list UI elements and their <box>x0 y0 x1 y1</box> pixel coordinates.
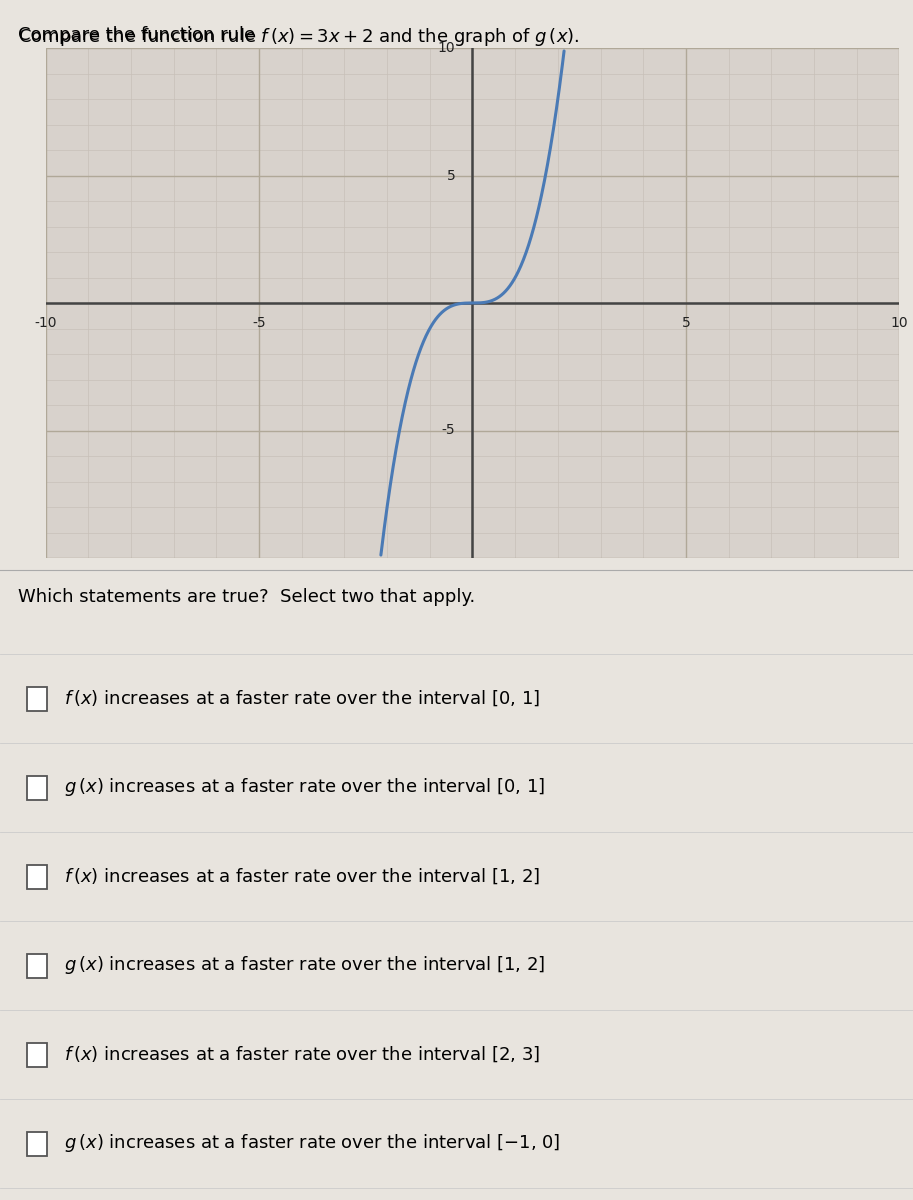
Text: $g\,(x)$ increases at a faster rate over the interval [1, 2]: $g\,(x)$ increases at a faster rate over… <box>64 954 545 977</box>
Text: 5: 5 <box>446 168 456 182</box>
Text: -5: -5 <box>252 316 266 330</box>
Text: 5: 5 <box>681 316 690 330</box>
Text: 10: 10 <box>437 41 456 55</box>
Text: $f\,(x)$ increases at a faster rate over the interval [0, 1]: $f\,(x)$ increases at a faster rate over… <box>64 689 540 708</box>
Text: Compare the function rule $f\,(x) = 3x + 2$ and the graph of $g\,(x)$.: Compare the function rule $f\,(x) = 3x +… <box>18 26 580 48</box>
Text: Which statements are true?  Select two that apply.: Which statements are true? Select two th… <box>18 588 476 606</box>
Text: -5: -5 <box>442 424 456 438</box>
Text: 10: 10 <box>890 316 908 330</box>
Text: Compare the function rule: Compare the function rule <box>18 26 261 44</box>
Text: $f\,(x)$ increases at a faster rate over the interval [2, 3]: $f\,(x)$ increases at a faster rate over… <box>64 1045 540 1064</box>
Text: $g\,(x)$ increases at a faster rate over the interval [0, 1]: $g\,(x)$ increases at a faster rate over… <box>64 776 545 798</box>
Text: -10: -10 <box>35 316 57 330</box>
Text: $g\,(x)$ increases at a faster rate over the interval [−1, 0]: $g\,(x)$ increases at a faster rate over… <box>64 1133 561 1154</box>
Text: $f\,(x)$ increases at a faster rate over the interval [1, 2]: $f\,(x)$ increases at a faster rate over… <box>64 866 540 887</box>
